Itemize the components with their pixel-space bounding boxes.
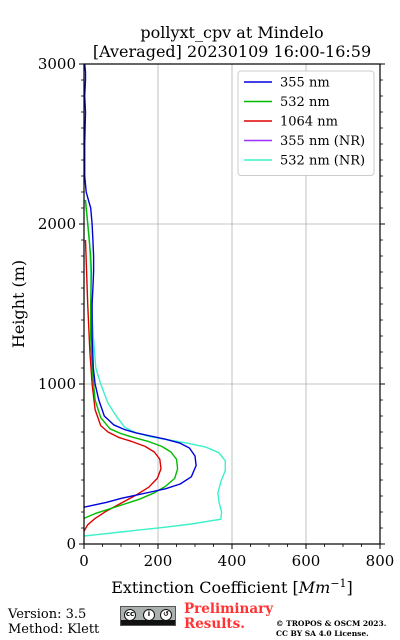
y-tick-label: 2000 xyxy=(38,215,76,233)
badge-bar xyxy=(121,620,175,625)
series-line-532-nm-nr- xyxy=(83,199,227,537)
copyright-line-2: CC BY SA 4.0 License. xyxy=(276,629,369,638)
preliminary-results: Preliminary Results. xyxy=(184,602,273,632)
chart-title: pollyxt_cpv at Mindelo xyxy=(140,23,323,42)
extinction-chart: pollyxt_cpv at Mindelo [Averaged] 202301… xyxy=(9,23,395,597)
x-axis-label-main: Extinction Coefficient [ xyxy=(111,578,299,597)
x-tick-label: 400 xyxy=(218,552,247,570)
axis-ticks: 0 200 400 600 800 0 1000 2000 3000 xyxy=(38,55,395,570)
copyright-line-1: © TROPOS & OSCM 2023. xyxy=(276,619,387,628)
y-axis-label: Height (m) xyxy=(9,260,28,348)
legend-box xyxy=(237,70,375,176)
legend-label: 532 nm (NR) xyxy=(280,154,365,169)
by-icon: i xyxy=(143,609,155,621)
legend-label: 532 nm xyxy=(280,95,330,110)
x-axis-label: Extinction Coefficient [Mm−1] xyxy=(111,577,353,597)
series-line-355-nm xyxy=(83,63,197,508)
series-line-532-nm xyxy=(83,199,179,520)
method-text: Method: Klett xyxy=(8,622,100,637)
version-text: Version: 3.5 xyxy=(8,607,87,622)
preliminary-line-1: Preliminary xyxy=(184,601,274,617)
copyright-notice: © TROPOS & OSCM 2023. CC BY SA 4.0 Licen… xyxy=(276,619,386,639)
legend-label: 355 nm xyxy=(280,76,330,91)
legend-label: 1064 nm xyxy=(280,115,338,130)
series-lines xyxy=(83,63,227,537)
x-tick-label: 600 xyxy=(292,552,321,570)
x-tick-label: 800 xyxy=(366,552,395,570)
y-tick-label: 3000 xyxy=(38,55,76,73)
x-tick-label: 0 xyxy=(79,552,89,570)
x-tick-label: 200 xyxy=(144,552,173,570)
cc-by-sa-icon: cc i ↺ xyxy=(120,606,176,626)
y-tick-label: 1000 xyxy=(38,375,76,393)
x-axis-label-exponent: −1 xyxy=(330,577,346,590)
legend-label: 355 nm (NR) xyxy=(280,134,365,149)
x-axis-label-close: ] xyxy=(347,578,353,597)
x-axis-label-unit: Mm xyxy=(298,578,331,597)
preliminary-line-2: Results. xyxy=(184,616,245,632)
chart-subtitle: [Averaged] 20230109 16:00-16:59 xyxy=(93,42,371,61)
legend: 355 nm 532 nm 1064 nm 355 nm (NR) 532 nm (NR… xyxy=(237,70,375,176)
y-tick-label: 0 xyxy=(66,535,76,553)
